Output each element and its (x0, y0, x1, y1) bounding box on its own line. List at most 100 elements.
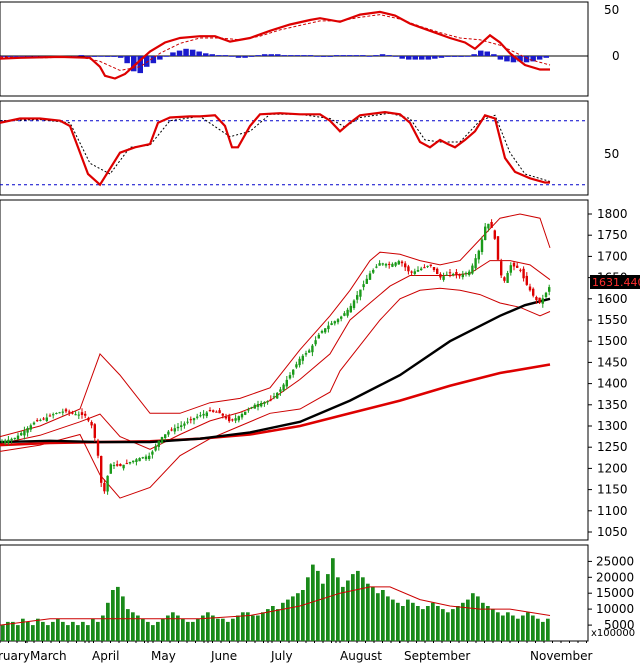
macd-histogram-bar (255, 55, 261, 56)
candle-body (487, 223, 490, 229)
candle-body (170, 429, 173, 431)
macd-histogram-bar (176, 50, 183, 56)
volume-bar (496, 612, 500, 641)
macd-histogram-bar (530, 56, 536, 62)
volume-bar (481, 602, 485, 641)
volume-bar (241, 612, 245, 641)
volume-bar (491, 609, 495, 641)
candle-body (247, 409, 250, 411)
volume-tick-label: 20000 (596, 570, 634, 584)
candle-body (71, 412, 74, 414)
candle-body (474, 258, 477, 269)
candle-body (29, 425, 32, 430)
candle-body (352, 300, 356, 308)
month-label-may: May (151, 649, 176, 663)
candle-body (346, 309, 349, 316)
candle-body (45, 417, 48, 421)
price-tick-label: 1250 (597, 440, 628, 454)
volume-bar (31, 625, 35, 641)
candle-body (356, 295, 359, 300)
candle-body (362, 284, 365, 288)
candle-body (224, 417, 228, 419)
candle-body (311, 345, 314, 353)
volume-bar (146, 621, 150, 641)
macd-tick-50: 50 (604, 3, 619, 17)
macd-histogram-bar (216, 55, 222, 56)
bollinger-lower (0, 287, 551, 499)
volume-bar (231, 618, 235, 641)
candle-body (381, 263, 384, 265)
candle-body (442, 276, 445, 280)
candle-body (39, 419, 42, 421)
price-tick-label: 1700 (597, 249, 628, 263)
candle-body (128, 462, 132, 464)
candle-body (183, 423, 186, 426)
macd-histogram-bar (157, 56, 163, 60)
macd-histogram-bar (91, 56, 98, 57)
volume-bar (306, 577, 310, 641)
volume-bar (441, 609, 445, 641)
candle-body (132, 460, 135, 463)
volume-bar (406, 599, 410, 641)
volume-bar (131, 612, 135, 641)
volume-bar (396, 602, 400, 641)
volume-bar (211, 615, 215, 641)
macd-histogram-bar (386, 55, 392, 56)
volume-bar (426, 606, 430, 641)
candle-body (317, 334, 320, 339)
candle-body (500, 261, 503, 276)
volume-bar (86, 625, 90, 641)
volume-bar (451, 609, 455, 641)
price-tick-label: 1200 (597, 461, 628, 475)
volume-bar (66, 625, 70, 641)
candle-body (23, 430, 26, 436)
candle-body (493, 230, 496, 239)
candle-body (199, 415, 202, 417)
macd-histogram-bar (458, 56, 464, 57)
candle-body (122, 464, 125, 469)
candle-body (84, 413, 87, 416)
macd-histogram-bar (425, 56, 432, 60)
candle-body (525, 275, 528, 285)
volume-bar (391, 599, 395, 641)
macd-histogram-bar (471, 54, 477, 56)
candle-body (308, 350, 311, 353)
volume-bar (181, 618, 185, 641)
volume-bar (71, 621, 75, 641)
candle-body (391, 263, 394, 267)
price-tick-label: 1550 (597, 313, 628, 327)
volume-bar (101, 615, 105, 641)
volume-panel (0, 558, 551, 641)
candle-body (202, 413, 205, 416)
macd-histogram-bar (478, 50, 484, 56)
candle-body (196, 416, 199, 418)
macd-panel (0, 10, 588, 80)
macd-histogram-bar (13, 56, 19, 57)
candle-body (125, 463, 128, 465)
candle-body (432, 267, 436, 270)
candle-body (477, 250, 480, 260)
macd-histogram-bar (104, 56, 111, 57)
candle-body (509, 265, 512, 273)
volume-bar (226, 621, 230, 641)
candle-body (269, 399, 272, 401)
candle-body (336, 319, 340, 323)
candle-body (429, 264, 432, 266)
candle-body (420, 268, 423, 270)
candle-body (282, 384, 285, 391)
volume-bar (516, 618, 520, 641)
candle-body (173, 428, 176, 432)
candle-body (314, 340, 317, 345)
macd-histogram-bar (183, 48, 189, 56)
candle-body (324, 328, 327, 333)
macd-histogram-bar (163, 56, 170, 57)
month-label-apr: April (92, 649, 119, 663)
macd-line (0, 10, 550, 80)
candle-body (186, 421, 189, 423)
candle-body (288, 375, 292, 379)
candle-body (279, 389, 282, 392)
macd-histogram-bar (261, 54, 268, 56)
candle-body (240, 414, 244, 418)
candle-body (96, 440, 100, 456)
stochastic-panel (0, 110, 588, 187)
